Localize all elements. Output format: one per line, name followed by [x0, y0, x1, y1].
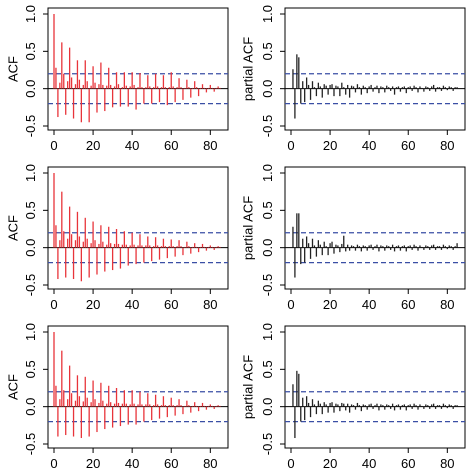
y-tick-label: 1.0 [23, 164, 38, 182]
chart-svg: -0.5 0.0 0.5 1.0 0 20 40 60 80 partial ACF [240, 323, 466, 471]
chart-svg: -0.5 0.0 0.5 1.0 0 20 40 60 80 partial ACF [240, 5, 466, 153]
x-tick-label: 20 [86, 456, 100, 471]
x-tick-label: 60 [401, 297, 415, 312]
x-tick-label: 40 [362, 297, 376, 312]
pacf-panel-row2: -0.5 0.0 0.5 1.0 0 20 40 60 80 partial ACF [237, 159, 473, 317]
y-tick-label: 1.0 [260, 323, 275, 341]
y-axis-title: ACF [5, 374, 20, 400]
chart-svg: -0.5 0.0 0.5 1.0 0 20 40 60 80 ACF [5, 323, 229, 471]
x-tick-label: 40 [125, 456, 139, 471]
y-axis-title: ACF [5, 215, 20, 241]
y-tick-label: 0.5 [260, 360, 275, 378]
acf-panel-row2: -0.5 0.0 0.5 1.0 0 20 40 60 80 ACF [0, 159, 236, 317]
x-tick-label: 40 [362, 456, 376, 471]
plot-frame [47, 166, 229, 290]
x-tick-label: 80 [440, 138, 454, 153]
y-tick-label: -0.5 [23, 274, 38, 296]
x-tick-label: 60 [401, 138, 415, 153]
plot-frame [47, 7, 229, 131]
x-tick-label: 60 [164, 297, 178, 312]
y-tick-label: 1.0 [260, 5, 275, 23]
plot-frame [284, 325, 466, 449]
y-tick-label: -0.5 [23, 115, 38, 137]
x-tick-label: 80 [203, 297, 217, 312]
chart-svg: -0.5 0.0 0.5 1.0 0 20 40 60 80 ACF [5, 5, 229, 153]
x-tick-label: 40 [125, 138, 139, 153]
x-tick-label: 0 [287, 297, 294, 312]
x-tick-label: 80 [440, 297, 454, 312]
y-tick-label: 0.0 [23, 80, 38, 98]
x-tick-label: 60 [164, 138, 178, 153]
y-tick-label: 1.0 [23, 323, 38, 341]
x-tick-label: 0 [287, 138, 294, 153]
y-tick-label: -0.5 [260, 115, 275, 137]
acf-panel-row3: -0.5 0.0 0.5 1.0 0 20 40 60 80 ACF [0, 318, 236, 476]
y-axis-title: partial ACF [240, 37, 255, 101]
y-tick-label: -0.5 [23, 433, 38, 455]
y-tick-label: 0.0 [23, 398, 38, 416]
y-tick-label: 0.0 [260, 398, 275, 416]
y-axis-title: partial ACF [240, 355, 255, 419]
y-tick-label: 0.0 [23, 239, 38, 257]
pacf-panel-row1: -0.5 0.0 0.5 1.0 0 20 40 60 80 partial ACF [237, 0, 473, 158]
chart-svg: -0.5 0.0 0.5 1.0 0 20 40 60 80 partial ACF [240, 164, 466, 312]
x-tick-label: 20 [86, 138, 100, 153]
x-tick-label: 20 [323, 297, 337, 312]
y-tick-label: 0.5 [23, 360, 38, 378]
x-tick-label: 60 [401, 456, 415, 471]
y-tick-label: 0.5 [23, 201, 38, 219]
x-tick-label: 40 [125, 297, 139, 312]
plot-frame [284, 7, 466, 131]
x-tick-label: 0 [287, 456, 294, 471]
x-tick-label: 80 [440, 456, 454, 471]
chart-svg: -0.5 0.0 0.5 1.0 0 20 40 60 80 ACF [5, 164, 229, 312]
y-tick-label: 0.5 [23, 42, 38, 60]
x-tick-label: 20 [323, 456, 337, 471]
plot-frame [47, 325, 229, 449]
y-tick-label: -0.5 [260, 274, 275, 296]
x-tick-label: 20 [86, 297, 100, 312]
x-tick-label: 80 [203, 456, 217, 471]
y-axis-title: ACF [5, 56, 20, 82]
x-tick-label: 60 [164, 456, 178, 471]
y-tick-label: 0.0 [260, 239, 275, 257]
y-tick-label: -0.5 [260, 433, 275, 455]
y-tick-label: 1.0 [260, 164, 275, 182]
x-tick-label: 40 [362, 138, 376, 153]
y-tick-label: 0.0 [260, 80, 275, 98]
x-tick-label: 80 [203, 138, 217, 153]
x-tick-label: 20 [323, 138, 337, 153]
y-axis-title: partial ACF [240, 196, 255, 260]
x-tick-label: 0 [50, 297, 57, 312]
x-tick-label: 0 [50, 138, 57, 153]
x-tick-label: 0 [50, 456, 57, 471]
acf-panel-row1: -0.5 0.0 0.5 1.0 0 20 40 60 80 ACF [0, 0, 236, 158]
plot-frame [284, 166, 466, 290]
pacf-panel-row3: -0.5 0.0 0.5 1.0 0 20 40 60 80 partial ACF [237, 318, 473, 476]
y-tick-label: 0.5 [260, 42, 275, 60]
y-tick-label: 1.0 [23, 5, 38, 23]
y-tick-label: 0.5 [260, 201, 275, 219]
